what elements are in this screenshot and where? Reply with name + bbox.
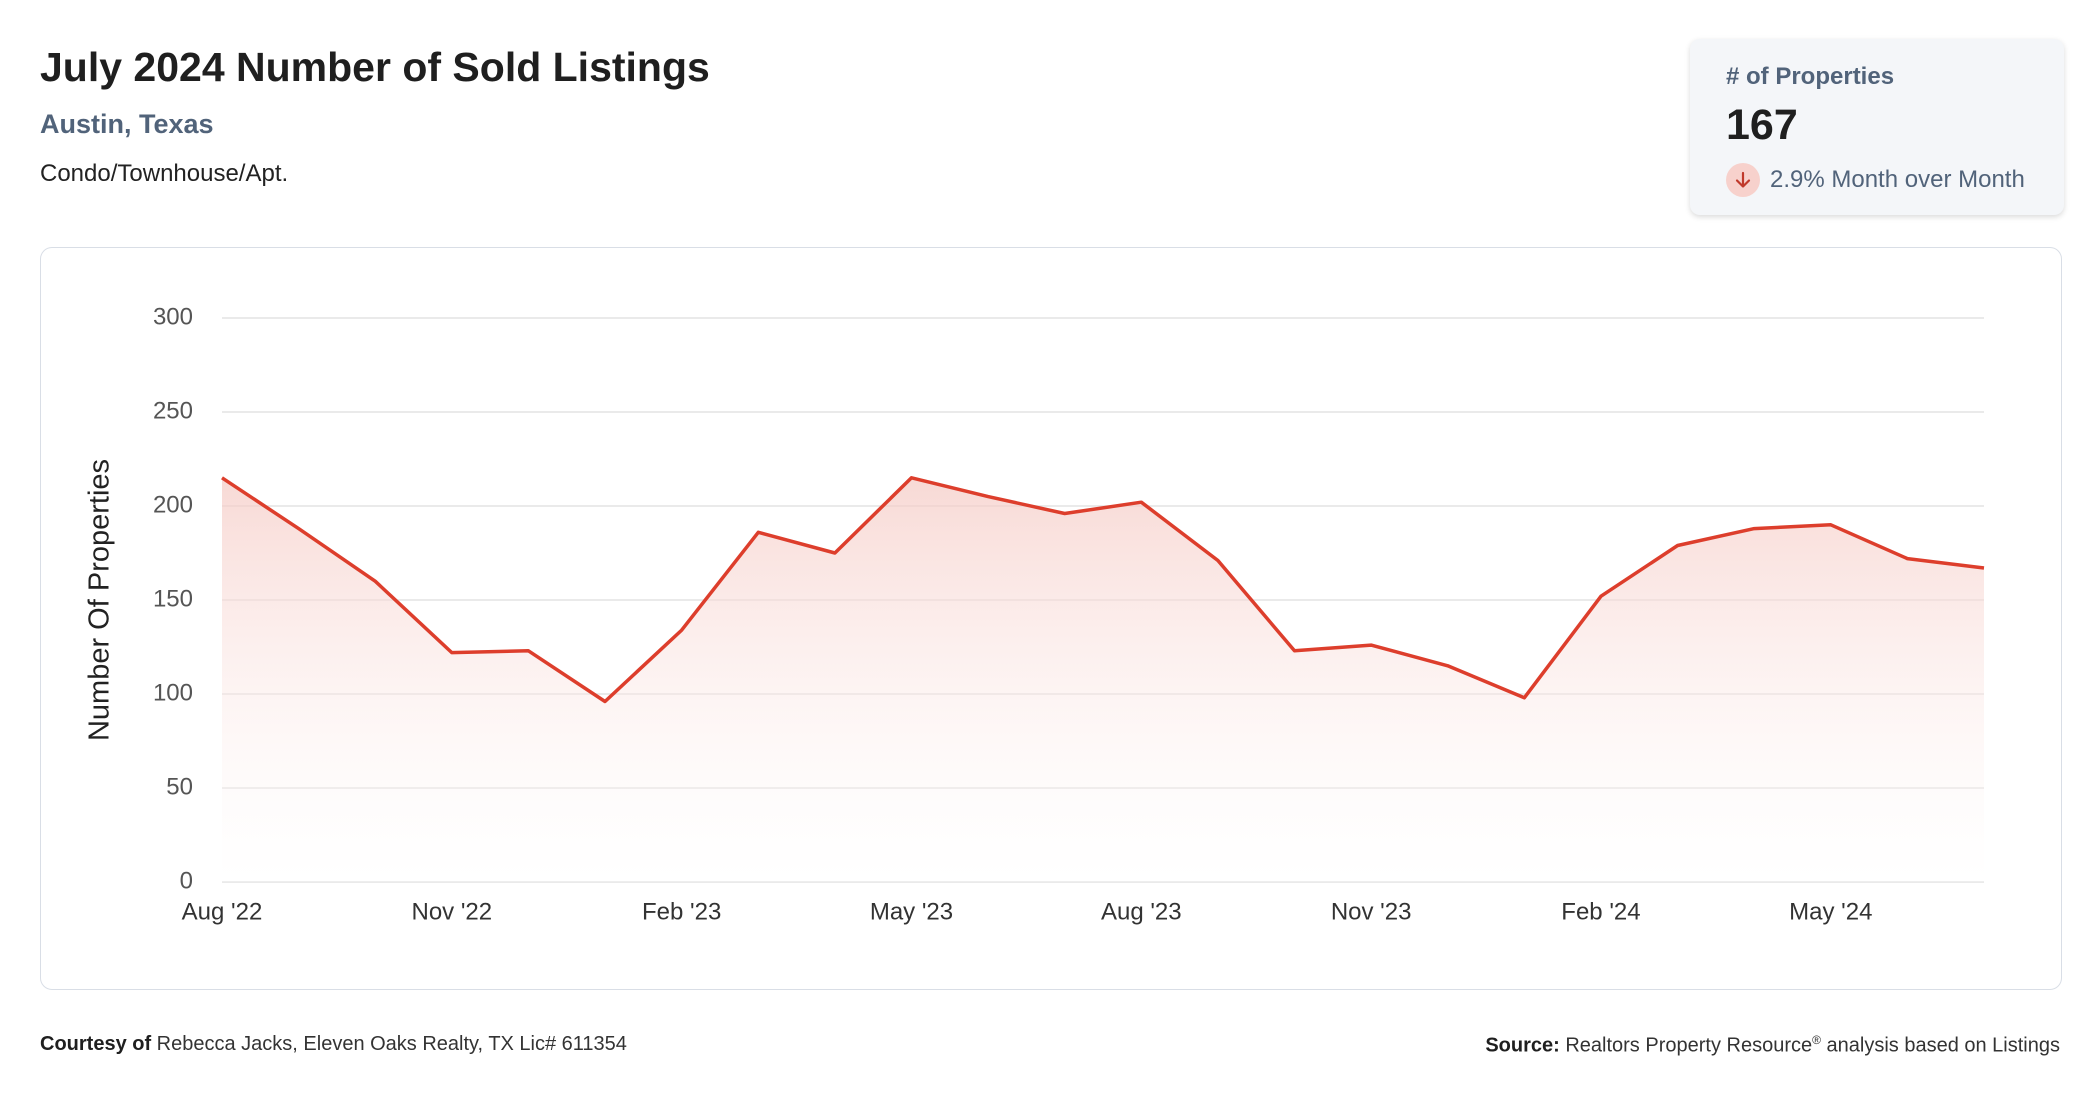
data-point [1368, 642, 1374, 648]
source-text-end: analysis based on Listings [1820, 1034, 2061, 1057]
y-tick-label: 0 [180, 867, 193, 894]
y-tick-label: 200 [153, 491, 193, 518]
data-point [755, 529, 761, 535]
y-tick-label: 250 [153, 397, 193, 424]
data-point [449, 650, 455, 656]
data-point [602, 699, 608, 705]
courtesy-label: Courtesy of [40, 1033, 152, 1055]
data-point [908, 475, 914, 481]
data-point [1521, 695, 1527, 701]
data-point [1598, 593, 1604, 599]
x-tick-label: May '23 [870, 898, 953, 925]
kpi-value: 167 [1726, 101, 1798, 149]
data-point [1062, 511, 1068, 517]
data-point [372, 578, 378, 584]
series-line [221, 476, 1985, 704]
x-tick-label: Aug '23 [1101, 898, 1182, 925]
data-point [1215, 558, 1221, 564]
data-point [219, 475, 225, 481]
data-point [679, 627, 685, 633]
courtesy-text: Rebecca Jacks, Eleven Oaks Realty, TX Li… [151, 1033, 627, 1055]
x-tick-label: Nov '23 [1331, 898, 1412, 925]
source-label: Source: [1485, 1034, 1560, 1057]
data-point [296, 526, 302, 532]
data-point [1751, 526, 1757, 532]
arrow-down-icon [1726, 163, 1760, 197]
sold-listings-chart: 0 50 100 150 200 250 300 Aug '22 Nov '22 Feb '23… [84, 303, 1987, 925]
x-tick-label: Aug '22 [182, 898, 263, 925]
y-tick-label: 100 [153, 679, 193, 706]
data-point [1138, 499, 1144, 505]
data-point [1675, 542, 1681, 548]
data-point [1828, 522, 1834, 528]
y-tick-label: 50 [166, 773, 193, 800]
x-tick-label: Nov '22 [412, 898, 493, 925]
data-point [1292, 648, 1298, 654]
property-type-label: Condo/Townhouse/Apt. [40, 160, 289, 187]
y-tick-label: 150 [153, 585, 193, 612]
y-tick-label: 300 [153, 303, 193, 330]
series-area [222, 477, 1984, 882]
data-point [1445, 663, 1451, 669]
x-tick-label: May '24 [1789, 898, 1872, 925]
data-point [525, 648, 531, 654]
page-title: July 2024 Number of Sold Listings [40, 44, 710, 90]
registered-mark: ® [1812, 1033, 1821, 1047]
location-subtitle: Austin, Texas [40, 109, 214, 139]
data-point [1981, 565, 1987, 571]
courtesy-footer: Courtesy of Rebecca Jacks, Eleven Oaks R… [40, 1033, 627, 1056]
x-tick-label: Feb '23 [642, 898, 721, 925]
data-point [1904, 556, 1910, 562]
chart-card: 0 50 100 150 200 250 300 Aug '22 Nov '22 Feb '23… [40, 247, 2062, 990]
data-point [985, 494, 991, 500]
kpi-card: # of Properties 167 2.9% Month over Mont… [1690, 39, 2064, 215]
kpi-label: # of Properties [1726, 63, 1895, 90]
source-text: Realtors Property Resource [1559, 1034, 1813, 1057]
x-tick-label: Feb '24 [1561, 898, 1640, 925]
kpi-change: 2.9% Month over Month [1726, 163, 2025, 197]
source-footer: Source: Realtors Property Resource® anal… [1485, 1033, 2060, 1058]
data-point [832, 550, 838, 556]
y-axis-label: Number Of Properties [84, 459, 116, 741]
kpi-change-text: 2.9% Month over Month [1770, 166, 2025, 193]
